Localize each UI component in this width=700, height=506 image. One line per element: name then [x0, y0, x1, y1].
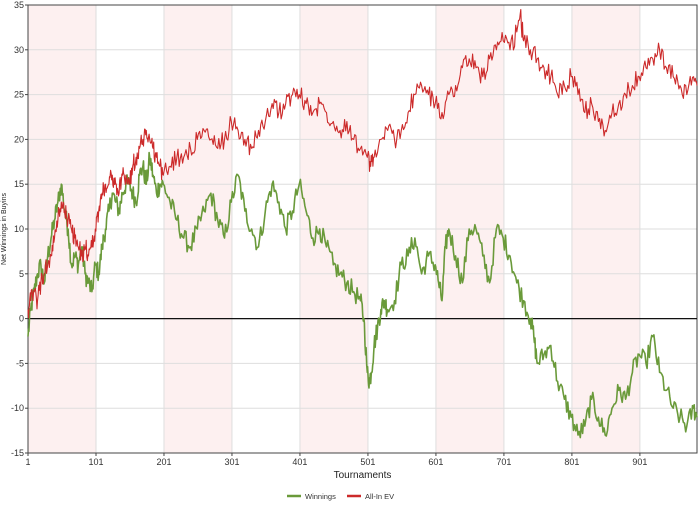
legend-label: Winnings [305, 492, 336, 501]
x-tick-label: 101 [88, 457, 103, 467]
x-tick-label: 1 [25, 457, 30, 467]
legend: Winnings All-In EV [287, 492, 394, 501]
y-tick-label: 35 [14, 0, 24, 10]
x-axis-ticks: 1 101 201 301 401 501 601 701 801 901 [25, 453, 647, 467]
x-tick-label: 501 [360, 457, 375, 467]
x-tick-label: 301 [224, 457, 239, 467]
x-tick-label: 601 [428, 457, 443, 467]
x-axis-title: Tournaments [334, 470, 392, 481]
y-tick-label: -15 [11, 448, 24, 458]
series-lines [27, 8, 698, 439]
y-tick-label: 0 [19, 314, 24, 324]
y-tick-label: 15 [14, 179, 24, 189]
series-line-winnings [27, 151, 698, 439]
x-tick-label: 701 [496, 457, 511, 467]
y-tick-label: 25 [14, 90, 24, 100]
y-tick-label: -5 [16, 358, 24, 368]
x-tick-label: 801 [564, 457, 579, 467]
y-axis-title: Net Winnings in Buyins [1, 193, 8, 265]
y-tick-label: 20 [14, 134, 24, 144]
y-tick-label: 5 [19, 269, 24, 279]
legend-label: All-In EV [365, 492, 394, 501]
x-tick-label: 901 [632, 457, 647, 467]
y-tick-label: 10 [14, 224, 24, 234]
series-line-all-in-ev [27, 8, 698, 319]
y-axis-ticks: -15 -10 -5 0 5 10 15 20 25 30 35 [11, 0, 28, 458]
y-tick-label: 30 [14, 45, 24, 55]
x-tick-label: 201 [156, 457, 171, 467]
y-tick-label: -10 [11, 403, 24, 413]
x-tick-label: 401 [292, 457, 307, 467]
